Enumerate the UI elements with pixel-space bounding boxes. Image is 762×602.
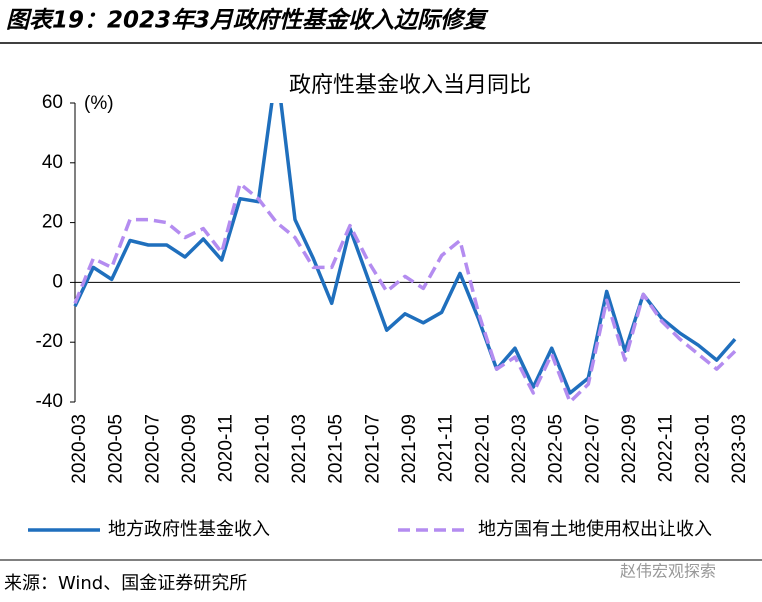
watermark: 赵伟宏观探索 xyxy=(620,562,716,581)
x-tick-label: 2020-05 xyxy=(106,414,127,484)
x-tick-label: 2022-11 xyxy=(656,414,677,482)
x-tick-label: 2022-03 xyxy=(509,414,530,484)
x-tick-label: 2022-09 xyxy=(619,414,640,484)
plot-area xyxy=(73,103,737,403)
y-tick-label: 20 xyxy=(42,212,63,233)
x-tick-label: 2020-09 xyxy=(179,414,200,484)
x-tick-label: 2020-07 xyxy=(142,414,163,484)
source: 来源：Wind、国金证券研究所 xyxy=(4,573,247,594)
y-tick-label: -40 xyxy=(36,391,63,412)
y-tick-label: 40 xyxy=(42,152,63,173)
page-title: 图表19：2023年3月政府性基金收入边际修复 xyxy=(6,7,489,34)
y-tick-label: 0 xyxy=(52,271,63,292)
x-tick-label: 2020-11 xyxy=(216,414,237,482)
legend-label: 地方政府性基金收入 xyxy=(108,519,270,540)
y-tick-label: -20 xyxy=(36,331,63,352)
x-tick-label: 2021-03 xyxy=(289,414,310,484)
x-tick-label: 2021-01 xyxy=(252,414,273,484)
y-tick-label: 60 xyxy=(42,92,63,113)
x-tick-label: 2023-03 xyxy=(729,414,750,484)
x-tick-label: 2022-07 xyxy=(582,414,603,484)
x-tick-label: 2021-07 xyxy=(362,414,383,484)
series-line xyxy=(73,181,737,403)
chart-title: 政府性基金收入当月同比 xyxy=(289,73,531,98)
x-tick-label: 2022-01 xyxy=(472,414,493,484)
x-tick-label: 2020-03 xyxy=(69,414,90,484)
x-tick-label: 2022-05 xyxy=(546,414,567,484)
y-axis-label: (%) xyxy=(84,93,114,114)
legend-label: 地方国有土地使用权出让收入 xyxy=(478,519,712,540)
x-tick-label: 2023-01 xyxy=(692,414,713,484)
x-tick-label: 2021-05 xyxy=(326,414,347,484)
x-tick-label: 2021-11 xyxy=(436,414,457,482)
x-tick-label: 2021-09 xyxy=(399,414,420,484)
series-line xyxy=(73,103,737,395)
